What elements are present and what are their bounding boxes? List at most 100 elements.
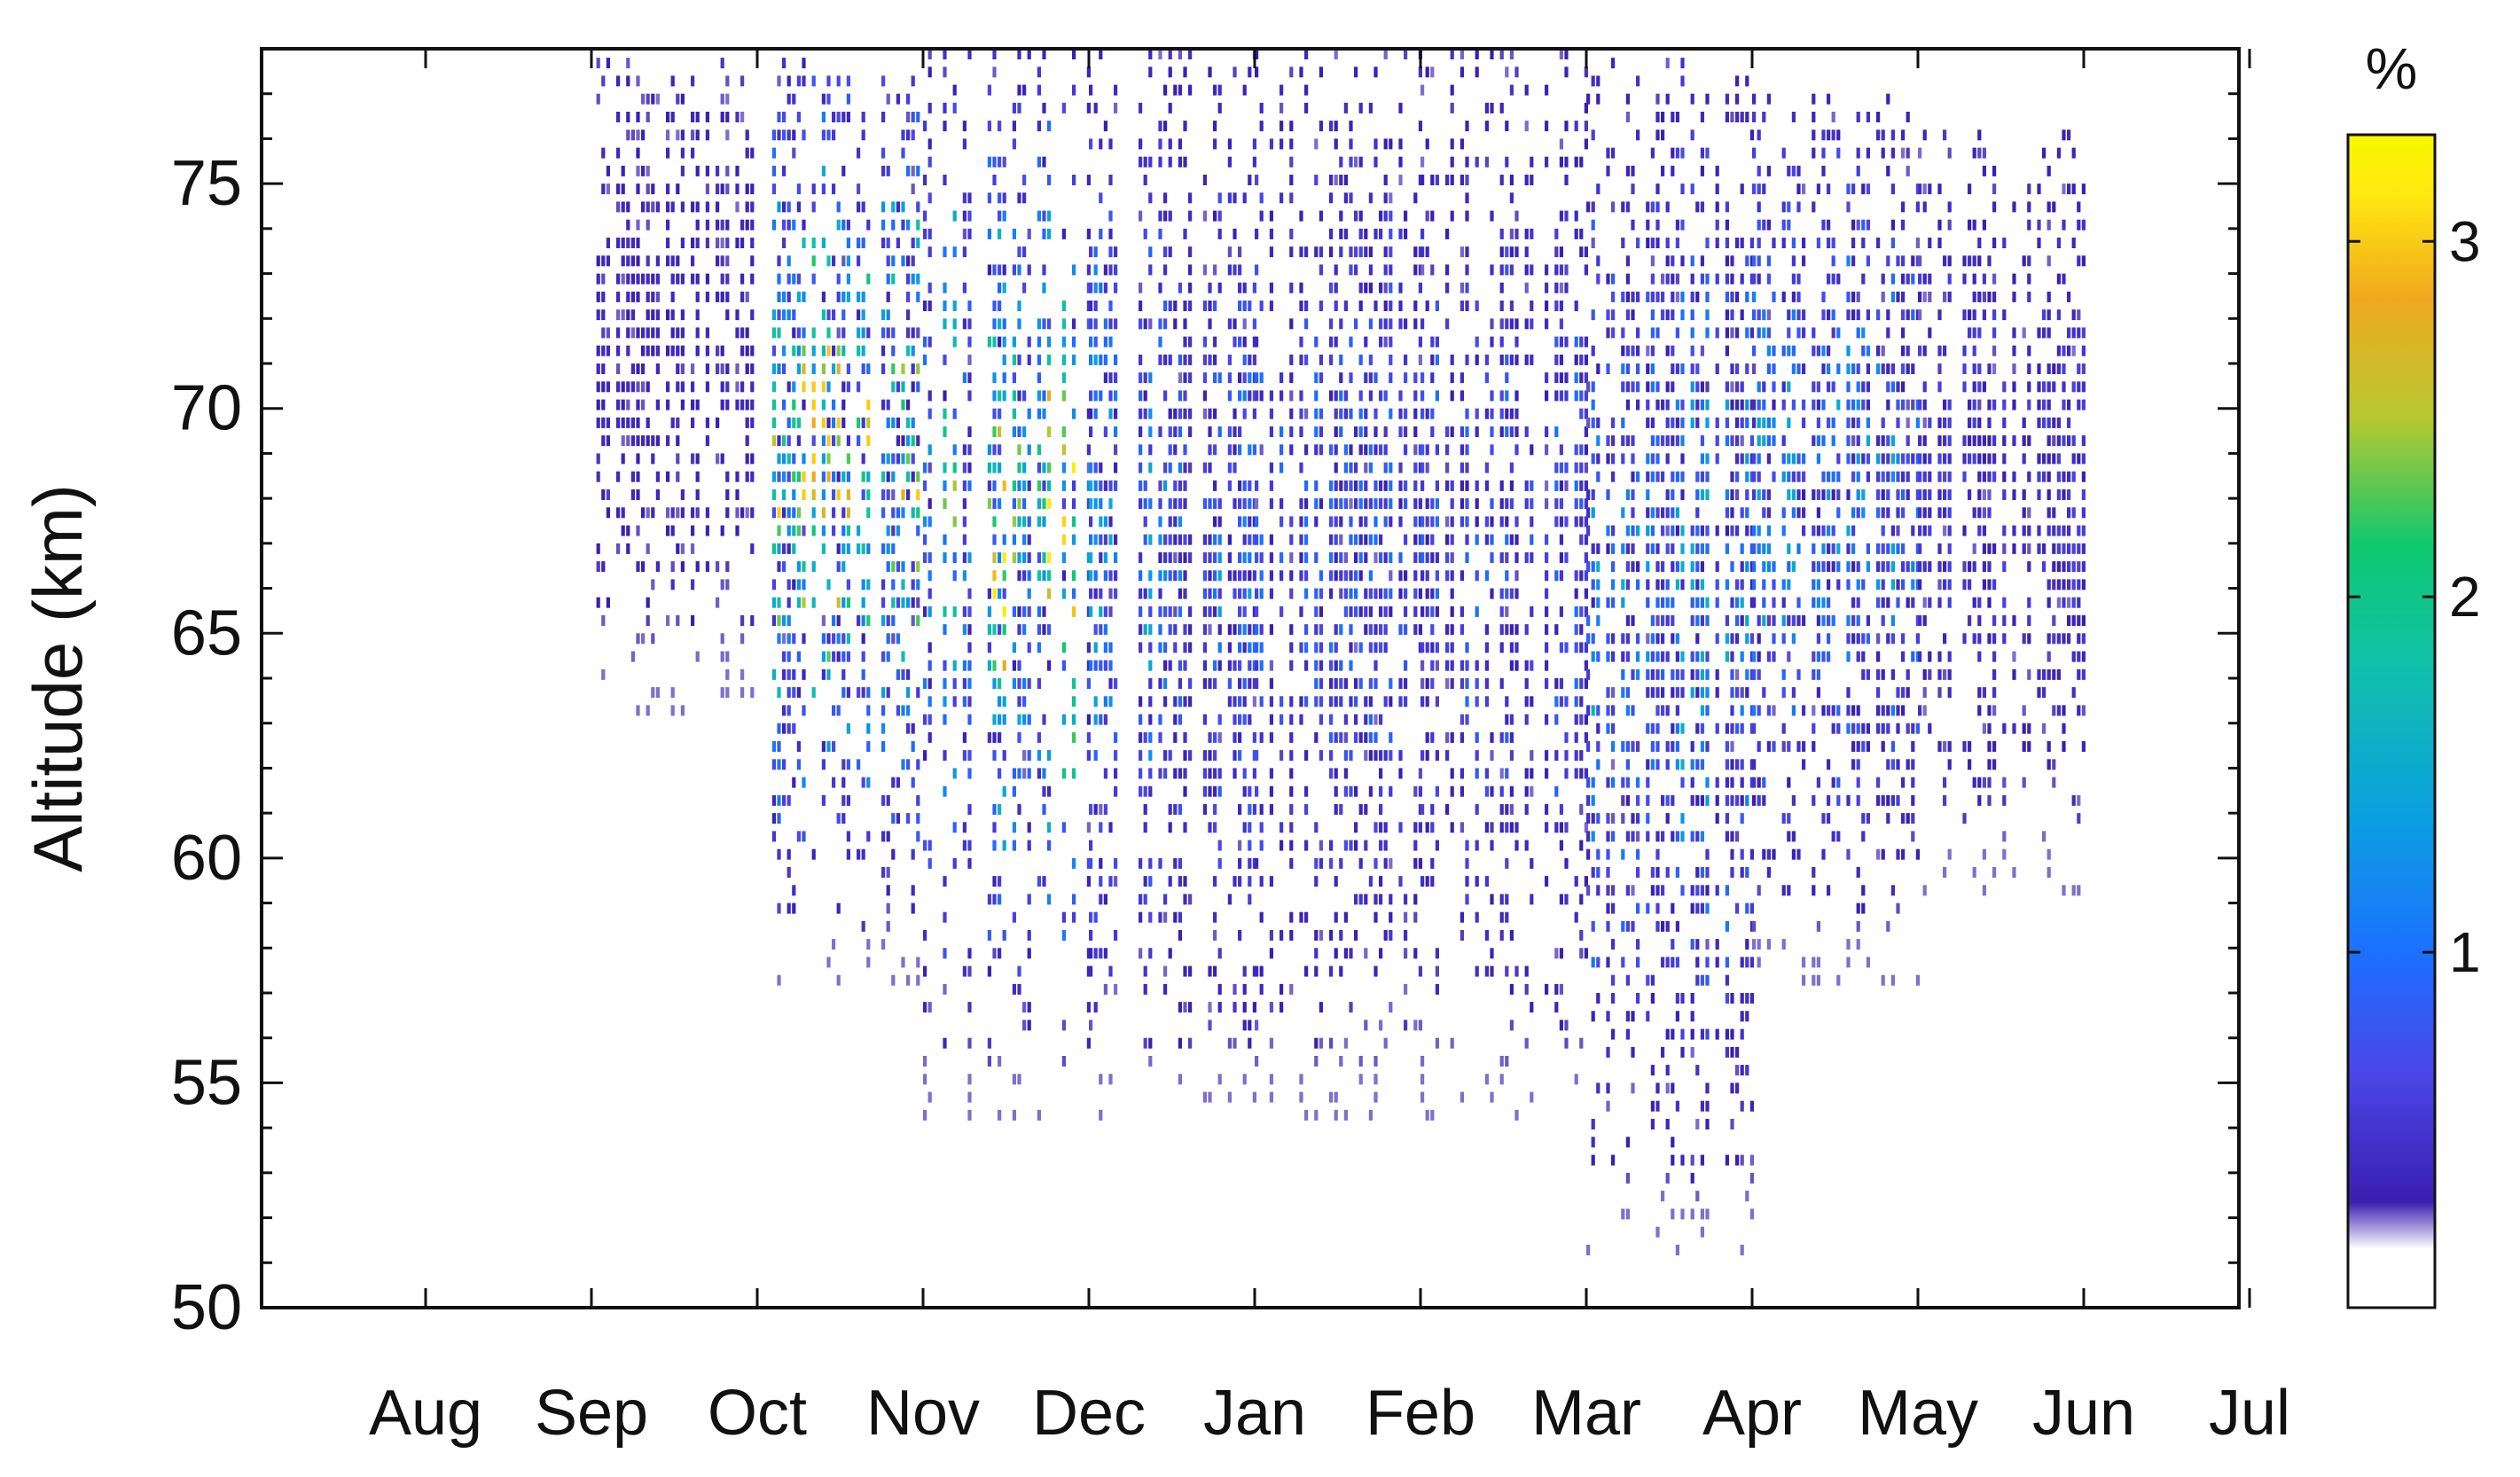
heatmap-cell (1509, 660, 1514, 671)
heatmap-cell (1143, 228, 1147, 239)
heatmap-cell (1791, 633, 1796, 645)
heatmap-cell (1343, 228, 1348, 239)
heatmap-cell (1460, 714, 1464, 725)
heatmap-cell (1559, 642, 1563, 653)
heatmap-cell (891, 525, 896, 536)
heatmap-cell (857, 201, 861, 213)
heatmap-cell (1625, 543, 1630, 554)
heatmap-cell (1725, 885, 1729, 896)
heatmap-cell (1524, 264, 1529, 276)
heatmap-cell (1435, 175, 1439, 185)
heatmap-cell (1509, 301, 1514, 311)
heatmap-cell (771, 399, 776, 410)
heatmap-cell (1514, 444, 1519, 456)
heatmap-cell (1695, 543, 1700, 554)
heatmap-cell (1545, 372, 1549, 384)
heatmap-cell (1404, 606, 1408, 617)
heatmap-cell (1745, 363, 1749, 374)
heatmap-cell (1017, 264, 1021, 276)
heatmap-cell (792, 777, 796, 788)
heatmap-cell (1851, 184, 1856, 195)
heatmap-cell (1740, 579, 1744, 590)
heatmap-cell (705, 238, 709, 248)
heatmap-cell (1680, 1208, 1685, 1220)
heatmap-cell (1591, 651, 1595, 662)
heatmap-cell (1675, 291, 1679, 302)
heatmap-cell (705, 363, 709, 374)
heatmap-cell (1208, 965, 1212, 977)
heatmap-cell (1108, 498, 1113, 510)
heatmap-cell (1772, 345, 1776, 356)
heatmap-cell (1465, 408, 1469, 419)
heatmap-cell (1650, 417, 1655, 428)
heatmap-cell (802, 668, 806, 680)
heatmap-cell (1655, 327, 1660, 339)
heatmap-cell (992, 876, 997, 887)
heatmap-cell (1499, 552, 1504, 563)
heatmap-cell (1636, 993, 1640, 1004)
heatmap-cell (1259, 911, 1264, 923)
heatmap-cell (1042, 102, 1046, 113)
heatmap-cell (1314, 1056, 1319, 1067)
heatmap-cell (1740, 1245, 1744, 1255)
heatmap-cell (1621, 238, 1625, 248)
heatmap-cell (1450, 642, 1454, 653)
heatmap-cell (1217, 660, 1222, 671)
heatmap-cell (927, 1002, 932, 1013)
heatmap-cell (1625, 93, 1630, 105)
heatmap-cell (1856, 939, 1860, 950)
heatmap-cell (1089, 480, 1093, 491)
heatmap-cell (821, 453, 826, 465)
heatmap-cell (1280, 426, 1284, 437)
heatmap-cell (1559, 301, 1563, 311)
heatmap-cell (841, 777, 846, 788)
heatmap-cell (1012, 1109, 1016, 1121)
heatmap-cell (1227, 570, 1232, 582)
heatmap-cell (1499, 1074, 1504, 1085)
heatmap-cell (1762, 399, 1766, 410)
heatmap-cell (1715, 1028, 1719, 1040)
heatmap-cell (891, 255, 896, 267)
heatmap-cell (916, 238, 920, 248)
heatmap-cell (1606, 633, 1610, 645)
heatmap-cell (1646, 723, 1650, 734)
heatmap-cell (1314, 246, 1319, 258)
heatmap-cell (1099, 516, 1103, 528)
heatmap-cell (1334, 301, 1338, 311)
heatmap-cell (1061, 301, 1066, 311)
heatmap-cell (1725, 831, 1729, 842)
heatmap-cell (1103, 354, 1107, 365)
heatmap-cell (923, 301, 927, 311)
heatmap-cell (1856, 597, 1860, 608)
heatmap-cell (861, 471, 865, 482)
heatmap-cell (1168, 354, 1172, 365)
heatmap-cell (998, 731, 1002, 743)
heatmap-cell (691, 201, 695, 213)
heatmap-cell (943, 606, 947, 617)
heatmap-cell (606, 58, 610, 69)
heatmap-cell (1745, 939, 1749, 950)
heatmap-cell (1379, 840, 1383, 851)
heatmap-cell (927, 138, 932, 150)
heatmap-cell (1671, 794, 1675, 806)
heatmap-cell (1114, 318, 1118, 330)
heatmap-cell (1368, 498, 1373, 510)
heatmap-cell (596, 58, 600, 69)
heatmap-cell (1831, 543, 1835, 554)
heatmap-cell (1636, 579, 1640, 590)
heatmap-cell (1343, 408, 1348, 419)
heatmap-cell (866, 741, 871, 752)
heatmap-cell (1319, 714, 1323, 725)
heatmap-cell (1099, 192, 1103, 204)
heatmap-cell (1299, 301, 1303, 311)
heatmap-cell (716, 165, 720, 176)
heatmap-cell (1047, 750, 1052, 762)
heatmap-cell (1329, 282, 1334, 293)
heatmap-cell (1319, 264, 1323, 276)
heatmap-cell (1086, 876, 1091, 887)
heatmap-cell (1178, 696, 1182, 707)
heatmap-cell (1017, 696, 1021, 707)
heatmap-cell (1816, 579, 1820, 590)
heatmap-cell (1418, 822, 1422, 833)
heatmap-cell (1675, 867, 1679, 878)
